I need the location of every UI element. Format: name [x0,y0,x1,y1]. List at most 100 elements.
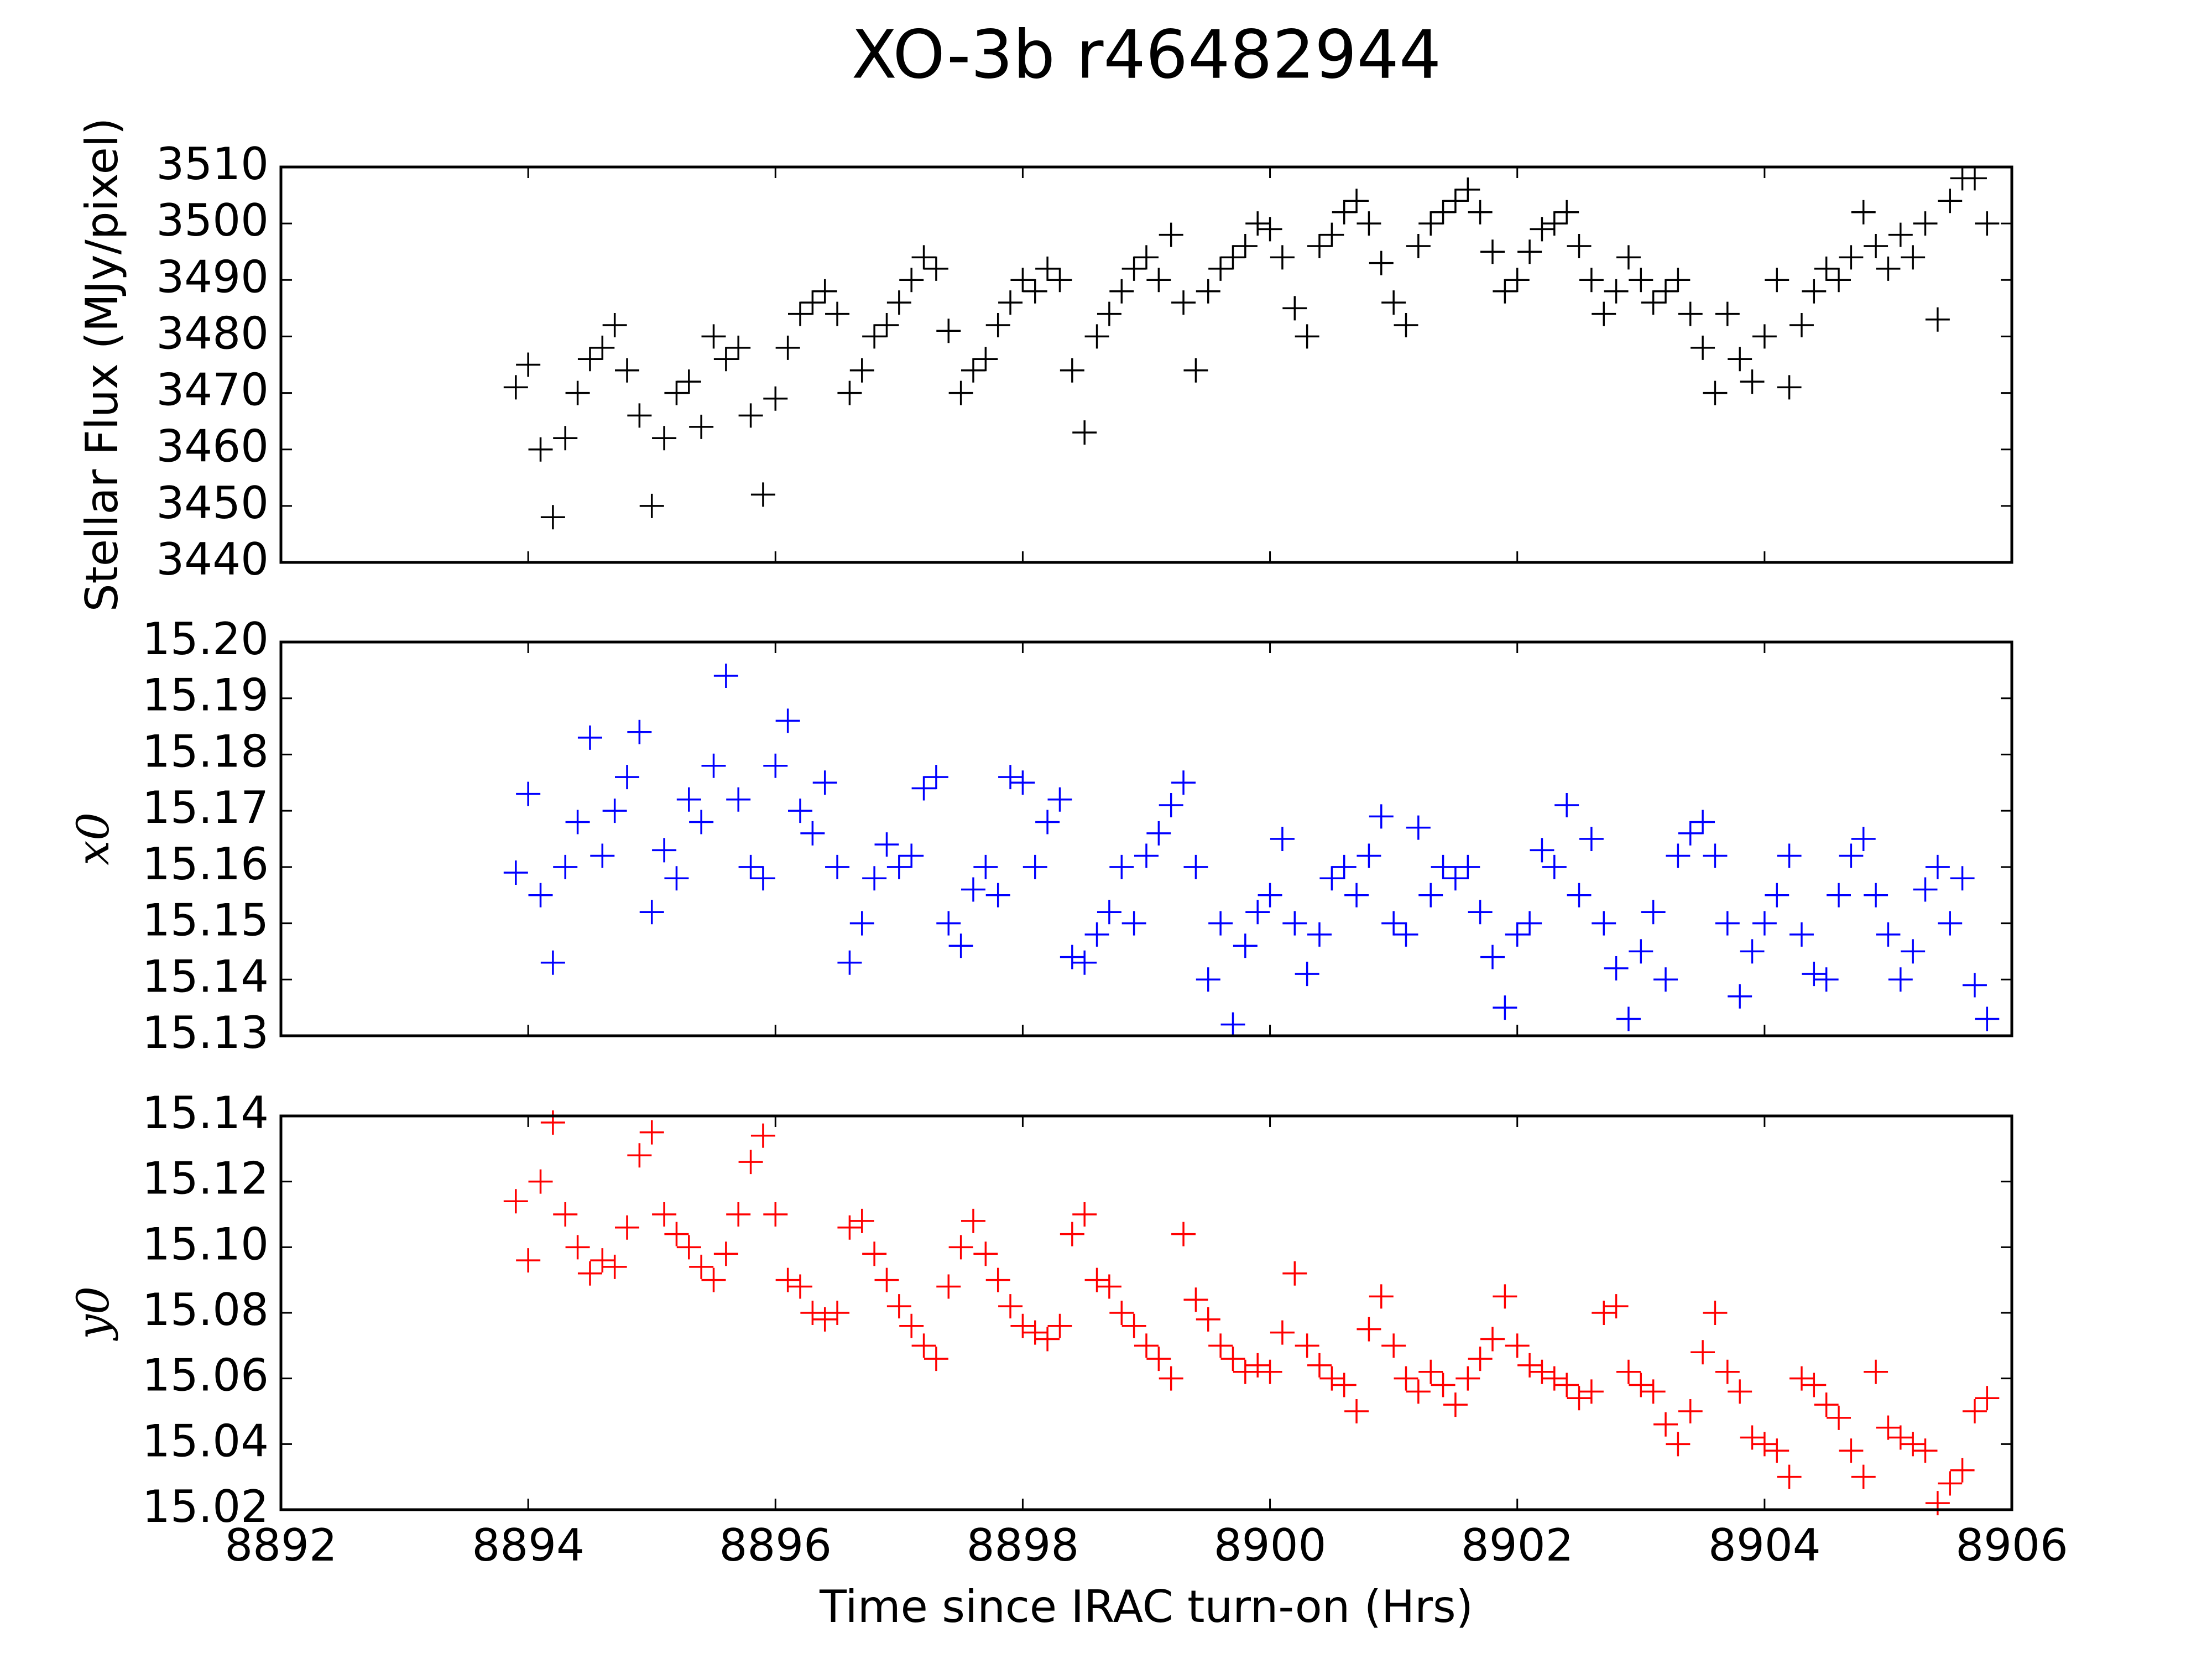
marker [1183,358,1208,383]
marker [1394,922,1418,947]
marker [1740,939,1765,964]
marker [652,1202,677,1227]
marker [1295,962,1319,987]
marker [936,1274,961,1299]
marker [1777,843,1802,868]
marker [1455,854,1480,879]
marker [590,843,615,868]
marker [540,1110,565,1135]
marker [1493,1284,1517,1309]
marker [825,301,850,326]
marker [565,380,590,405]
marker [1022,1320,1047,1345]
marker [1022,854,1047,879]
marker [627,1143,652,1168]
marker [1542,854,1567,879]
marker [1109,1301,1134,1325]
marker [936,319,961,343]
marker [1962,166,1987,191]
marker [1468,1347,1493,1371]
marker [1913,211,1938,236]
marker [1616,1359,1641,1384]
marker [750,1123,775,1148]
marker [1777,375,1802,400]
marker [1604,956,1629,980]
marker [1876,1415,1901,1440]
marker [788,301,812,326]
marker [1554,792,1579,817]
marker [874,313,899,337]
marker [899,843,924,868]
marker [664,380,689,405]
marker [1072,950,1097,975]
marker [1567,1386,1592,1411]
marker [1975,1386,2000,1411]
x-tick-label: 8906 [1955,1520,2068,1571]
marker [602,1254,627,1279]
marker [1480,1327,1505,1352]
y-tick-label: 3470 [156,364,269,416]
marker [1159,792,1183,817]
marker [886,290,911,315]
marker [1134,1333,1159,1358]
marker [1084,1267,1109,1292]
x-tick-label: 8896 [719,1520,832,1571]
marker [1344,883,1369,907]
y-tick-label: 3480 [156,307,269,359]
marker [1542,1366,1567,1391]
marker [553,1202,578,1227]
marker [1381,911,1406,936]
marker [973,1241,998,1266]
marker [1592,301,1616,326]
y-tick-label: 15.17 [142,782,269,833]
marker [973,347,998,372]
marker [1864,883,1888,907]
x-tick-label: 8902 [1461,1520,1574,1571]
marker [1220,245,1245,270]
marker [874,1267,899,1292]
marker [1406,815,1431,840]
marker [1233,933,1258,958]
marker [1814,256,1839,281]
marker [1666,843,1691,868]
marker [1258,883,1282,907]
marker [1480,239,1505,264]
marker [1295,1333,1319,1358]
marker [1864,1359,1888,1384]
marker [652,426,677,451]
y-tick-label: 15.06 [142,1350,269,1401]
marker [1579,827,1604,851]
marker [1233,234,1258,258]
marker [1579,1379,1604,1404]
marker [1517,239,1542,264]
marker [1208,256,1233,281]
marker [1097,1274,1121,1299]
marker [886,854,911,879]
marker [1666,268,1691,293]
marker [1629,268,1653,293]
marker [1715,301,1740,326]
marker [1418,883,1443,907]
marker [1641,1379,1666,1404]
marker [1777,1464,1802,1489]
marker [1530,838,1554,863]
marker [1653,967,1678,992]
marker [1010,1313,1035,1338]
marker [1789,313,1814,337]
marker [615,358,639,383]
marker [1097,301,1121,326]
marker [1715,1359,1740,1384]
marker [1827,268,1851,293]
marker [800,290,825,315]
marker [1616,245,1641,270]
marker [1653,1412,1678,1437]
marker [1109,279,1134,304]
marker [1282,296,1307,321]
marker [1344,1399,1369,1423]
marker [1691,810,1715,834]
marker [528,1169,553,1194]
y-tick-label: 3450 [156,477,269,529]
marker [664,866,689,891]
